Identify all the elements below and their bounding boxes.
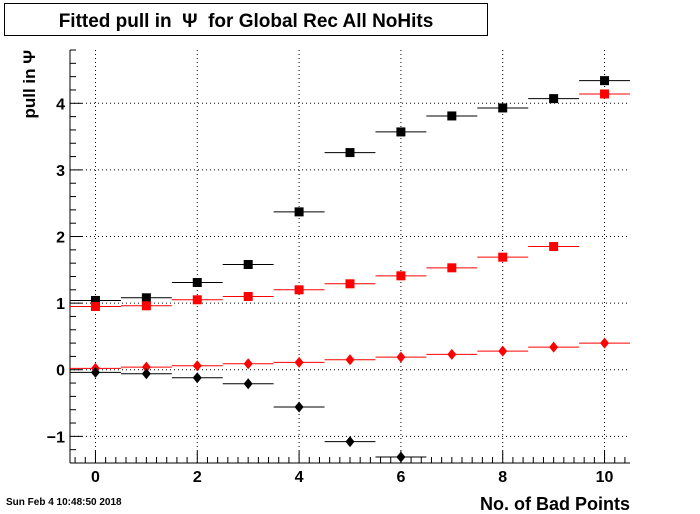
- y-tick-label: 1: [56, 296, 65, 313]
- y-axis-label: pull in Ψ: [20, 50, 39, 119]
- data-point-diamond: [90, 366, 100, 378]
- data-point-square: [549, 242, 559, 252]
- data-point-square: [447, 263, 457, 273]
- x-tick-label: 6: [396, 469, 405, 486]
- timestamp: Sun Feb 4 10:48:50 2018: [6, 497, 122, 508]
- data-point-square: [243, 291, 253, 301]
- y-tick-label: 2: [56, 230, 65, 247]
- data-point-diamond: [396, 351, 406, 363]
- data-point-square: [141, 301, 151, 311]
- x-tick-label: 4: [295, 469, 304, 486]
- data-point-square: [396, 127, 406, 137]
- data-point-diamond: [600, 337, 610, 349]
- data-point-square: [345, 148, 355, 158]
- data-point-diamond: [396, 451, 406, 463]
- data-point-square: [141, 293, 151, 303]
- data-point-diamond: [294, 356, 304, 368]
- y-tick-label: −1: [47, 429, 65, 446]
- data-point-square: [600, 76, 610, 86]
- data-point-diamond: [141, 368, 151, 380]
- data-point-diamond: [345, 436, 355, 448]
- x-tick-label: 0: [91, 469, 100, 486]
- data-point-square: [192, 295, 202, 305]
- data-point-square: [90, 301, 100, 311]
- data-point-diamond: [447, 348, 457, 360]
- data-point-square: [90, 295, 100, 305]
- data-point-diamond: [243, 378, 253, 390]
- data-point-diamond: [141, 361, 151, 373]
- chart-title-box: Fitted pull in Ψ for Global Rec All NoHi…: [4, 3, 488, 36]
- data-point-square: [498, 103, 508, 113]
- data-point-square: [345, 279, 355, 289]
- x-axis-label: No. of Bad Points: [480, 494, 630, 514]
- x-tick-label: 2: [193, 469, 202, 486]
- data-point-diamond: [549, 341, 559, 353]
- data-point-square: [600, 89, 610, 99]
- data-point-diamond: [294, 401, 304, 413]
- data-point-square: [396, 271, 406, 281]
- data-point-diamond: [498, 345, 508, 357]
- data-point-square: [294, 207, 304, 217]
- data-point-square: [498, 252, 508, 262]
- data-point-square: [447, 111, 457, 121]
- data-point-square: [294, 285, 304, 295]
- x-tick-label: 10: [596, 469, 614, 486]
- data-point-diamond: [345, 354, 355, 366]
- y-tick-label: 0: [56, 363, 65, 380]
- data-point-diamond: [192, 360, 202, 372]
- data-point-square: [192, 277, 202, 287]
- y-tick-label: 3: [56, 163, 65, 180]
- data-point-square: [243, 259, 253, 269]
- y-tick-label: 4: [56, 96, 65, 113]
- x-tick-label: 8: [498, 469, 507, 486]
- chart-title: Fitted pull in Ψ for Global Rec All NoHi…: [58, 11, 434, 32]
- data-point-square: [549, 94, 559, 104]
- data-point-diamond: [192, 372, 202, 384]
- data-point-diamond: [243, 358, 253, 370]
